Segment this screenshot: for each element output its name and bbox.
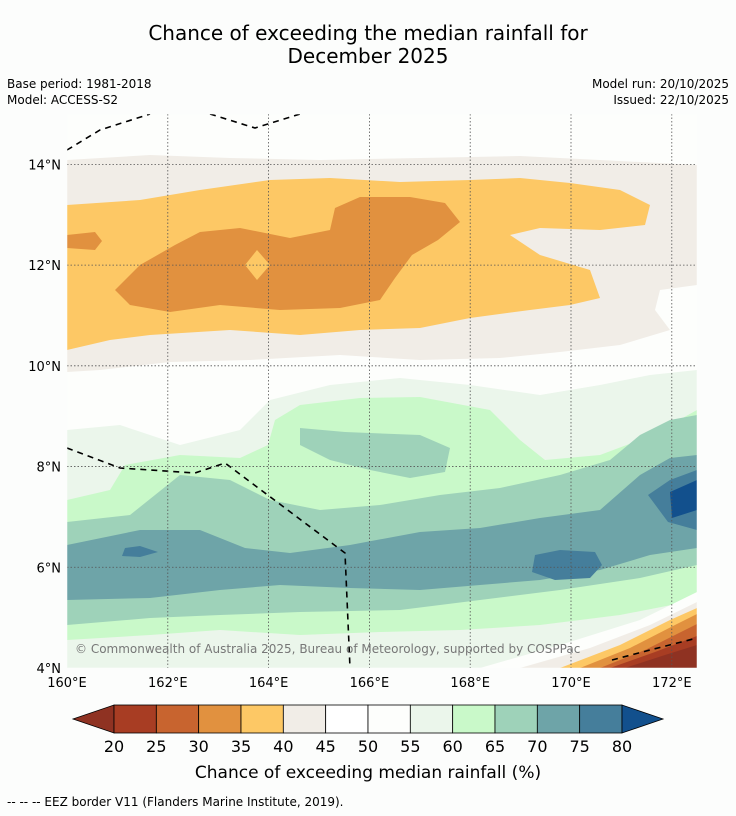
- y-tick-label: 12°N: [28, 259, 61, 274]
- band-se-under: [625, 645, 697, 668]
- model-run: Model run: 20/10/2025: [591, 77, 729, 91]
- band-30-35: [67, 197, 460, 312]
- colorbar-swatch: [367, 704, 411, 734]
- base-period: Base period: 1981-2018: [7, 77, 152, 91]
- y-tick-label: 8°N: [37, 461, 62, 476]
- colorbar-tick-label: 75: [569, 737, 589, 756]
- x-tick-label: 172°E: [652, 676, 692, 691]
- y-axis-ticks: 4°N 6°N 8°N 10°N 12°N 14°N: [28, 158, 61, 677]
- colorbar-swatch: [198, 704, 242, 734]
- colorbar-tick-label: 20: [104, 737, 124, 756]
- colorbar-swatch: [325, 704, 369, 734]
- x-tick-label: 168°E: [450, 676, 490, 691]
- colorbar-tick-label: 45: [315, 737, 335, 756]
- x-tick-label: 160°E: [47, 676, 87, 691]
- x-tick-label: 166°E: [350, 676, 390, 691]
- colorbar-tick-label: 35: [231, 737, 251, 756]
- y-tick-label: 10°N: [28, 360, 61, 375]
- colorbar-tick-label: 80: [612, 737, 632, 756]
- colorbar-swatch: [409, 704, 454, 734]
- colorbar-swatch: [494, 704, 538, 734]
- x-tick-label: 170°E: [551, 676, 591, 691]
- colorbar-tick-label: 30: [188, 737, 208, 756]
- colorbar-tick-label: 50: [358, 737, 378, 756]
- issued-date: Issued: 22/10/2025: [613, 93, 729, 107]
- chart-title: Chance of exceeding the median rainfall …: [0, 22, 736, 68]
- map-field: [67, 114, 697, 668]
- colorbar-swatch: [452, 704, 496, 734]
- colorbar-swatch: [155, 704, 200, 734]
- y-tick-label: 14°N: [28, 158, 61, 173]
- colorbar-swatch: [282, 704, 327, 734]
- colorbar-tick-label: 65: [485, 737, 505, 756]
- title-line-2: December 2025: [287, 44, 449, 68]
- title-line-1: Chance of exceeding the median rainfall …: [148, 21, 588, 45]
- y-tick-label: 6°N: [37, 561, 62, 576]
- colorbar-swatch: [579, 704, 623, 734]
- x-tick-label: 162°E: [148, 676, 188, 691]
- band-over-80: [670, 480, 697, 518]
- x-axis-ticks: 160°E 162°E 164°E 166°E 168°E 170°E 172°E: [47, 676, 691, 691]
- eez-border: [67, 114, 697, 668]
- model-name: Model: ACCESS-S2: [7, 93, 119, 107]
- colorbar-tick-label: 40: [273, 737, 293, 756]
- rainfall-map: © Commonwealth of Australia 2025, Bureau…: [28, 113, 698, 783]
- colorbar: 20 25 30 35 40 45 50 55 60 65 70 75 80: [71, 704, 665, 756]
- colorbar-swatch: [536, 704, 581, 734]
- copyright-text: © Commonwealth of Australia 2025, Bureau…: [75, 642, 580, 656]
- colorbar-swatch: [240, 704, 284, 734]
- x-tick-label: 164°E: [249, 676, 289, 691]
- band-75-80: [122, 470, 697, 580]
- colorbar-tick-label: 60: [442, 737, 462, 756]
- colorbar-tick-label: 55: [400, 737, 420, 756]
- grid-lines: [67, 114, 697, 668]
- colorbar-swatch: [113, 704, 157, 734]
- y-tick-label: 4°N: [37, 662, 62, 677]
- colorbar-label: Chance of exceeding median rainfall (%): [195, 763, 541, 783]
- footnote: -- -- -- EEZ border V11 (Flanders Marine…: [7, 795, 344, 809]
- colorbar-under-arrow: [71, 704, 115, 734]
- plot-frame: [66, 113, 698, 669]
- colorbar-over-arrow: [621, 704, 665, 734]
- colorbar-tick-label: 70: [527, 737, 547, 756]
- colorbar-tick-label: 25: [146, 737, 166, 756]
